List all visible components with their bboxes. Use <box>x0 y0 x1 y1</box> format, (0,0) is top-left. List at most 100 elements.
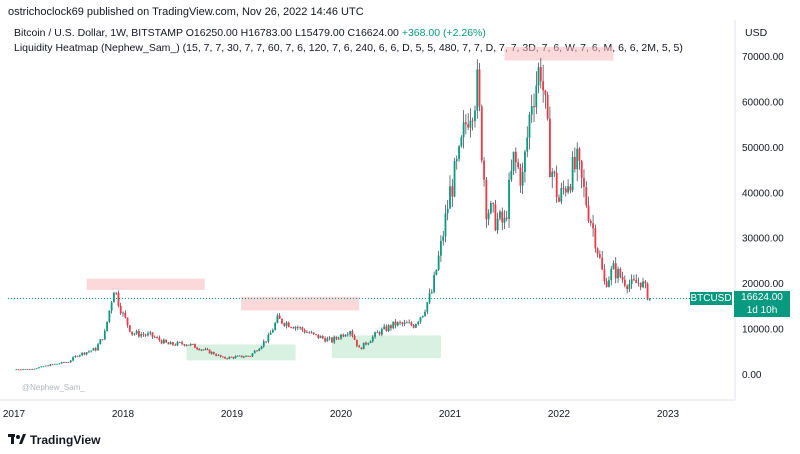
candle-body-87 <box>210 352 213 354</box>
candle-body-5 <box>26 369 29 370</box>
candle-body-216 <box>501 211 504 223</box>
candle-body-150 <box>351 331 354 337</box>
candle-body-218 <box>505 217 508 219</box>
candle-body-270 <box>623 279 626 286</box>
candle-body-100 <box>238 355 241 357</box>
candle-body-182 <box>424 311 426 316</box>
candle-body-58 <box>147 333 149 336</box>
candle-body-93 <box>224 356 226 359</box>
candle-body-244 <box>564 188 567 193</box>
candle-body-113 <box>267 334 270 342</box>
candle-body-273 <box>630 279 633 285</box>
candle-body-208 <box>483 160 485 180</box>
candle-body-112 <box>265 341 267 343</box>
low-value: L15479.00 <box>294 27 345 39</box>
candle-body-99 <box>236 355 239 357</box>
candle-body-32 <box>88 351 90 353</box>
candle-body-158 <box>369 341 372 344</box>
candle-body-56 <box>142 334 145 336</box>
candle-body-94 <box>226 358 229 360</box>
liquidity-zone-green-3 <box>331 335 441 359</box>
candle-body-213 <box>494 204 497 231</box>
last-price-label: 16624.00 1d 10h <box>734 291 790 317</box>
candle-body-74 <box>183 344 186 346</box>
candle-body-146 <box>342 334 345 337</box>
candle-body-249 <box>576 148 579 170</box>
candle-body-233 <box>539 67 542 82</box>
candle-body-190 <box>442 236 445 241</box>
candle-body-71 <box>176 342 179 346</box>
candle-body-136 <box>319 336 322 339</box>
candle-body-7 <box>31 369 34 370</box>
candle-body-15 <box>49 364 52 367</box>
tradingview-wordmark: TradingView <box>30 433 101 447</box>
candle-body-212 <box>492 203 495 205</box>
symbol-name[interactable]: Bitcoin / U.S. Dollar, 1W, BITSTAMP <box>14 27 183 39</box>
candle-body-139 <box>326 338 329 342</box>
candle-body-265 <box>612 263 615 270</box>
candle-body-1 <box>17 369 20 371</box>
candle-body-245 <box>567 186 569 193</box>
candle-body-115 <box>271 329 274 333</box>
candle-body-155 <box>362 342 365 350</box>
candle-body-204 <box>474 110 476 122</box>
candle-body-57 <box>144 334 147 336</box>
price-tick-7: 0.00 <box>742 370 762 381</box>
candle-body-55 <box>140 334 143 337</box>
candle-body-187 <box>435 269 438 275</box>
candle-body-53 <box>135 331 138 334</box>
candle-body-147 <box>344 335 347 337</box>
candle-body-252 <box>583 177 585 188</box>
time-tick-0: 2017 <box>3 409 26 420</box>
candle-body-138 <box>324 338 327 342</box>
candle-body-79 <box>194 344 196 348</box>
candle-body-232 <box>537 67 540 86</box>
candle-body-210 <box>487 213 490 220</box>
candle-body-88 <box>212 352 215 355</box>
candle-body-174 <box>405 322 408 324</box>
candle-body-42 <box>110 302 113 311</box>
candle-body-144 <box>337 338 340 340</box>
candle-body-226 <box>524 151 526 173</box>
tradingview-logo[interactable]: TradingView <box>8 433 100 447</box>
candle-body-18 <box>56 363 59 365</box>
price-tick-4: 30000.00 <box>742 234 784 245</box>
candle-body-52 <box>133 333 136 335</box>
candle-body-256 <box>592 223 594 229</box>
candle-body-243 <box>562 188 565 189</box>
candle-body-137 <box>321 336 324 339</box>
candle-body-0 <box>15 369 18 371</box>
candle-body-223 <box>517 162 520 168</box>
candle-body-62 <box>156 337 158 339</box>
candle-body-199 <box>462 122 465 138</box>
price-tick-5: 20000.00 <box>742 279 784 290</box>
candle-body-135 <box>317 334 320 339</box>
candle-body-30 <box>83 352 86 355</box>
candle-body-3 <box>22 369 24 371</box>
candle-body-118 <box>278 315 281 319</box>
author-watermark: @Nephew_Sam_ <box>22 383 85 392</box>
candle-body-257 <box>594 228 597 249</box>
time-tick-2: 2019 <box>221 409 244 420</box>
candle-body-41 <box>108 310 111 322</box>
candle-body-186 <box>433 274 436 293</box>
candle-body-247 <box>571 156 574 191</box>
candle-body-13 <box>44 365 47 367</box>
candle-body-78 <box>191 343 194 345</box>
candle-body-116 <box>274 322 277 330</box>
candle-body-35 <box>94 348 97 351</box>
candle-body-8 <box>33 368 36 370</box>
candle-body-163 <box>380 329 383 335</box>
candle-body-151 <box>353 336 356 340</box>
candle-body-20 <box>60 362 63 364</box>
candle-body-167 <box>390 325 392 329</box>
candle-body-108 <box>256 350 258 352</box>
candle-body-33 <box>90 350 93 352</box>
candle-body-206 <box>478 69 481 107</box>
candle-body-61 <box>153 336 156 338</box>
candle-body-268 <box>619 268 622 277</box>
candle-body-236 <box>546 94 549 119</box>
change-value: +368.00 (+2.26%) <box>401 27 486 39</box>
candle-body-132 <box>310 332 313 334</box>
